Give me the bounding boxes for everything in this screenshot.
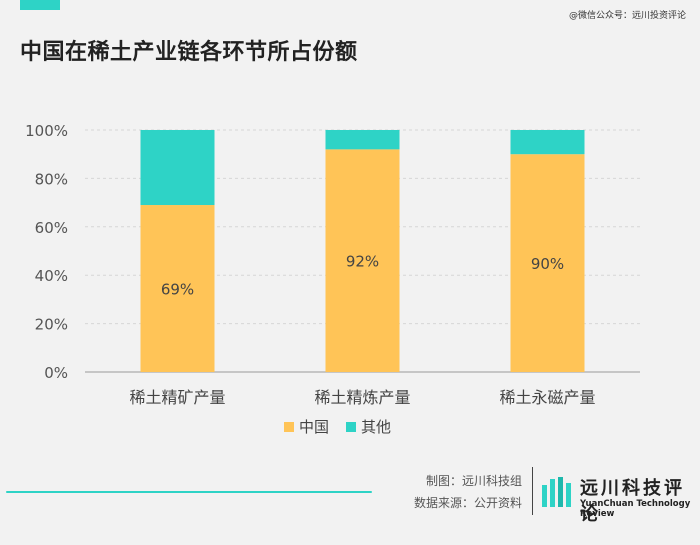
x-tick-label: 稀土永磁产量 <box>499 388 595 407</box>
brand-name-cn: 远川科技评论 <box>580 478 685 525</box>
data-label: 90% <box>531 255 564 273</box>
credit-maker: 制图：远川科技组 <box>425 474 522 488</box>
y-tick-label: 80% <box>35 170 68 188</box>
stacked-bar-chart: 0% 20% 40% 60% 80% 100% 69% 稀土精矿产量 92% 稀土精炼产量 90% 稀… <box>25 122 640 436</box>
legend-label: 其他 <box>361 418 391 436</box>
brand-logo-icon <box>542 477 571 507</box>
bar-other <box>325 130 400 150</box>
data-label: 92% <box>346 253 379 271</box>
credits: 制图：远川科技组 数据来源：公开资料 <box>414 470 522 514</box>
watermark: @微信公众号：远川投资评论 <box>568 11 686 21</box>
brand-name-en: YuanChuan Technology Review <box>580 499 691 519</box>
top-accent-bar <box>20 0 60 10</box>
legend-swatch-other <box>346 422 356 432</box>
footer-divider <box>532 467 533 515</box>
y-tick-label: 100% <box>25 122 68 140</box>
y-tick-label: 60% <box>35 219 68 237</box>
credit-source: 数据来源：公开资料 <box>413 496 522 510</box>
y-tick-label: 40% <box>35 267 68 285</box>
x-tick-label: 稀土精矿产量 <box>129 388 225 407</box>
y-tick-label: 0% <box>44 364 68 382</box>
chart-title: 中国在稀土产业链各环节所占份额 <box>20 40 358 65</box>
bar-china <box>325 149 400 372</box>
y-tick-label: 20% <box>35 316 68 334</box>
footer-line <box>6 491 372 493</box>
data-label: 69% <box>161 281 194 299</box>
legend-label: 中国 <box>299 418 329 436</box>
x-tick-label: 稀土精炼产量 <box>314 388 410 407</box>
legend-swatch-china <box>284 422 294 432</box>
bar-other <box>140 130 215 206</box>
bar-china <box>140 205 215 372</box>
bar-china <box>510 154 585 372</box>
bar-other <box>510 130 585 155</box>
